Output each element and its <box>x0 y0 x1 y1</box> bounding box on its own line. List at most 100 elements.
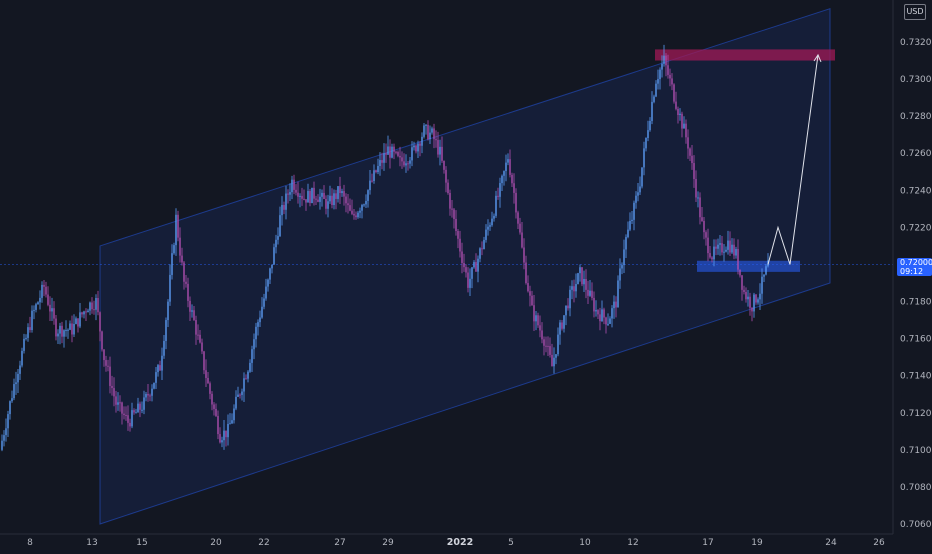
candle-body <box>363 204 365 206</box>
candle-body <box>635 195 637 203</box>
candle-body <box>141 409 143 411</box>
candle-body <box>701 217 703 221</box>
time-tick-label: 2022 <box>447 537 473 548</box>
candle-body <box>421 136 423 146</box>
candle-body <box>547 345 549 347</box>
candle-body <box>21 350 23 366</box>
candle-body <box>335 193 337 199</box>
candle-body <box>679 113 681 116</box>
candle-body <box>47 294 49 305</box>
candle-body <box>233 408 235 421</box>
candle-body <box>213 404 215 409</box>
candle-body <box>203 351 205 371</box>
zones[interactable] <box>0 49 893 272</box>
candle-body <box>217 415 219 435</box>
candle-body <box>317 199 319 202</box>
candle-body <box>727 240 729 250</box>
candle-body <box>739 269 741 276</box>
candle-body <box>731 244 733 253</box>
candle-body <box>473 262 475 268</box>
candle-body <box>681 113 683 129</box>
candle-body <box>205 370 207 378</box>
candle-body <box>667 65 669 75</box>
candle-body <box>713 246 715 260</box>
candle-body <box>469 278 471 288</box>
candle-body <box>31 310 33 331</box>
candle-body <box>79 312 81 327</box>
candle-body <box>259 317 261 323</box>
current-price-tag[interactable]: 0.72000 09:12 <box>897 258 932 276</box>
candle-body <box>255 326 257 340</box>
candle-body <box>755 294 757 303</box>
candle-body <box>399 155 401 158</box>
candle-body <box>271 264 273 269</box>
projection-path[interactable] <box>767 53 822 265</box>
candle-body <box>401 157 403 162</box>
time-tick-label: 20 <box>210 538 222 548</box>
candle-body <box>759 293 761 300</box>
candle-body <box>663 55 665 64</box>
candle-body <box>351 210 353 214</box>
candle-body <box>465 267 467 273</box>
candle-body <box>591 290 593 298</box>
candle-body <box>11 398 13 402</box>
candle-body <box>721 243 723 253</box>
candles <box>1 44 769 452</box>
candle-body <box>451 208 453 210</box>
candle-body <box>757 299 759 303</box>
candle-body <box>277 236 279 240</box>
candle-body <box>475 262 477 272</box>
candle-body <box>627 229 629 238</box>
candle-body <box>441 146 443 161</box>
candle-body <box>181 255 183 263</box>
candle-body <box>125 415 127 417</box>
time-axis[interactable]: 8 13 15 20 22 27 29 2022 5 10 12 17 19 24 26 <box>0 533 893 548</box>
candle-body <box>57 333 59 337</box>
candle-body <box>187 283 189 301</box>
candle-body <box>737 249 739 270</box>
candle-body <box>593 297 595 312</box>
candle-body <box>239 394 241 396</box>
candle-body <box>293 179 295 190</box>
currency-badge[interactable]: USD <box>904 4 926 20</box>
candle-body <box>195 319 197 335</box>
candle-body <box>303 198 305 200</box>
candle-body <box>321 192 323 197</box>
candle-body <box>65 329 67 331</box>
candle-body <box>391 146 393 158</box>
candle-body <box>671 78 673 85</box>
candle-body <box>269 268 271 280</box>
candle-body <box>339 186 341 194</box>
candle-body <box>539 325 541 331</box>
candle-body <box>267 279 269 287</box>
candle-body <box>581 267 583 285</box>
candle-body <box>751 307 753 312</box>
candle-body <box>169 274 171 302</box>
candle-body <box>403 161 405 166</box>
candle-body <box>487 226 489 230</box>
candle-body <box>85 311 87 313</box>
candle-body <box>503 171 505 176</box>
candle-body <box>165 320 167 341</box>
candle-body <box>329 195 331 202</box>
candle-body <box>221 440 223 443</box>
candle-body <box>131 410 133 427</box>
time-tick-label: 29 <box>382 538 394 548</box>
candle-body <box>723 251 725 253</box>
candle-body <box>345 196 347 204</box>
candle-body <box>229 423 231 425</box>
candle-body <box>675 101 677 109</box>
candle-body <box>763 274 765 277</box>
candle-body <box>167 301 169 321</box>
candle-body <box>343 191 345 197</box>
candle-body <box>741 275 743 290</box>
candle-body <box>439 146 441 155</box>
candle-body <box>521 232 523 248</box>
candle-body <box>183 262 185 282</box>
time-tick-label: 17 <box>702 538 713 548</box>
